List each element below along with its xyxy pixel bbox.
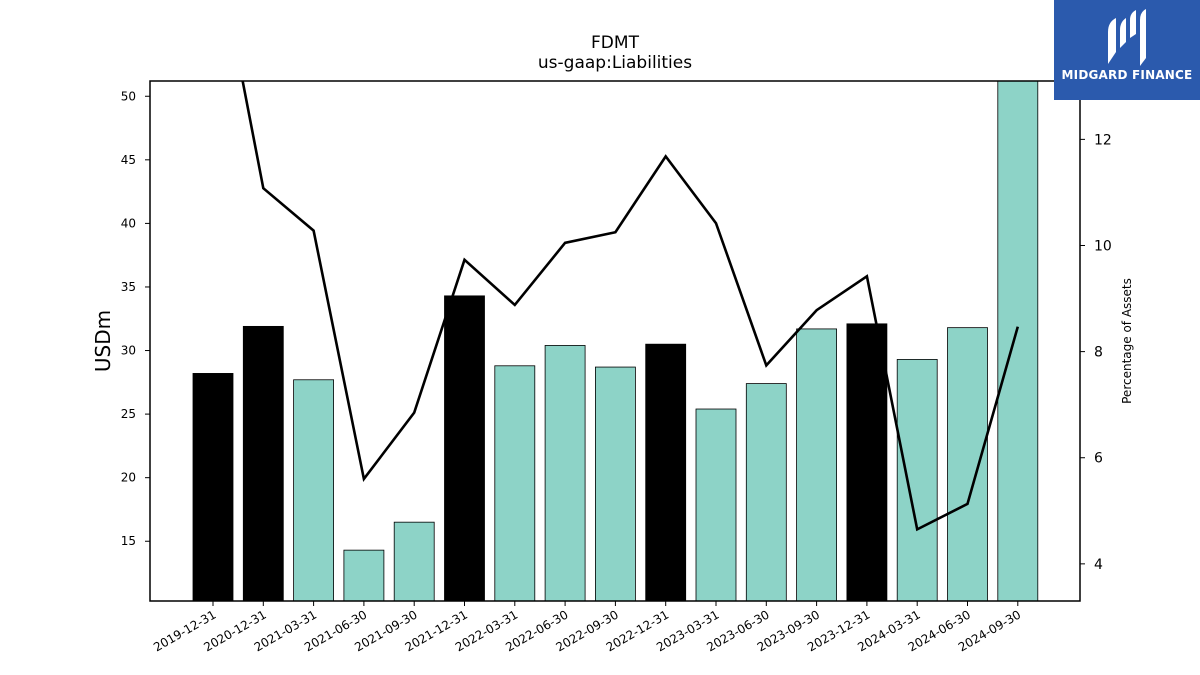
bar-2023-06-30 xyxy=(745,383,787,601)
y-axis-label: USDm xyxy=(91,310,115,372)
bar-2021-06-30 xyxy=(343,549,385,601)
brand-logo: MIDGARD FINANCE xyxy=(1054,0,1200,100)
line-series xyxy=(241,81,1020,532)
bar-2024-03-31 xyxy=(896,359,938,601)
right-axis: 4 6 8 10 12 xyxy=(1080,132,1112,573)
y2-tick-label: 6 xyxy=(1094,451,1103,467)
bar-2022-03-31 xyxy=(494,365,536,601)
bar-2024-06-30 xyxy=(947,327,988,601)
bar-2019-12-31 xyxy=(192,373,234,601)
percentage-line xyxy=(241,81,1020,532)
y2-axis-label: Percentage of Assets xyxy=(1120,278,1134,404)
y-tick-label: 15 xyxy=(121,534,136,548)
bar-2020-12-31 xyxy=(242,325,284,601)
left-axis: 15 20 25 30 35 40 45 50 xyxy=(121,89,150,548)
y-tick-label: 50 xyxy=(121,89,136,103)
chart-title: FDMT xyxy=(591,33,640,53)
bar-2021-03-31 xyxy=(293,379,335,601)
brand-name: MIDGARD FINANCE xyxy=(1061,68,1193,82)
y-tick-label: 30 xyxy=(121,344,136,358)
bar-2023-12-31 xyxy=(846,323,888,601)
bar-2023-03-31 xyxy=(695,408,737,601)
bar-2021-12-31 xyxy=(444,295,485,601)
y2-tick-label: 12 xyxy=(1094,132,1112,148)
bar-series xyxy=(192,81,1039,601)
y-tick-label: 40 xyxy=(121,216,136,230)
y2-tick-label: 8 xyxy=(1094,345,1103,361)
bar-2022-09-30 xyxy=(595,366,636,601)
chart-subtitle: us-gaap:Liabilities xyxy=(538,53,692,73)
y-tick-label: 25 xyxy=(121,407,136,421)
bar-2024-09-30 xyxy=(997,81,1039,601)
x-axis: 2019-12-312020-12-312021-03-312021-06-30… xyxy=(151,601,1023,654)
y-tick-label: 35 xyxy=(121,280,136,294)
y-tick-label: 20 xyxy=(121,471,136,485)
y2-tick-label: 10 xyxy=(1094,238,1112,254)
y-tick-label: 45 xyxy=(121,153,136,167)
bar-2022-06-30 xyxy=(544,345,586,601)
bar-2022-12-31 xyxy=(645,343,687,601)
bar-2021-09-30 xyxy=(393,521,435,601)
bar-2023-09-30 xyxy=(796,328,837,601)
midgard-logo-icon xyxy=(1108,9,1146,66)
y2-tick-label: 4 xyxy=(1094,557,1103,573)
